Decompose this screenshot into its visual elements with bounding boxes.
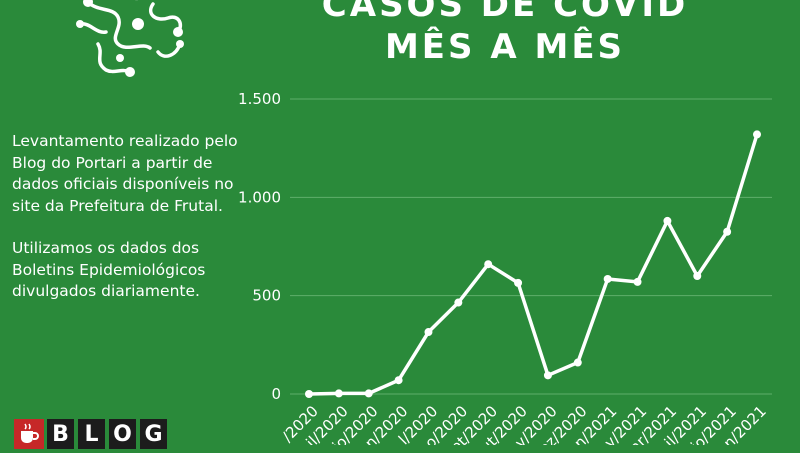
coffee-cup-icon bbox=[14, 419, 44, 449]
y-tick-label: 500 bbox=[252, 287, 281, 305]
y-tick-label: 1.500 bbox=[238, 90, 281, 108]
data-point bbox=[543, 371, 552, 380]
data-point bbox=[603, 274, 612, 283]
data-point bbox=[514, 278, 523, 287]
y-tick-label: 0 bbox=[271, 385, 281, 403]
data-point bbox=[693, 272, 702, 280]
data-point bbox=[484, 260, 493, 269]
data-point bbox=[334, 389, 343, 398]
title-line-1: CASOS DE COVID bbox=[321, 0, 689, 25]
data-point bbox=[364, 389, 373, 398]
logo-letter: G bbox=[140, 419, 167, 449]
virus-icon bbox=[76, 0, 184, 77]
data-point bbox=[663, 216, 672, 225]
data-point bbox=[633, 277, 642, 286]
data-point bbox=[394, 376, 403, 385]
page-title: CASOS DE COVID MÊS A MÊS bbox=[300, 0, 710, 68]
y-tick-label: 1.000 bbox=[238, 188, 281, 206]
data-point bbox=[424, 328, 433, 337]
description-paragraph-2: Utilizamos os dados dos Boletins Epidemi… bbox=[12, 239, 206, 300]
data-point bbox=[454, 298, 463, 307]
logo-letter: B bbox=[47, 419, 74, 449]
data-point bbox=[723, 227, 732, 236]
data-point bbox=[305, 390, 313, 398]
description-paragraph-1: Levantamento realizado pelo Blog do Port… bbox=[12, 132, 238, 215]
logo-letter: L bbox=[78, 419, 105, 449]
title-line-2: MÊS A MÊS bbox=[384, 27, 626, 67]
series-line bbox=[308, 133, 759, 396]
logo-letter: O bbox=[109, 419, 136, 449]
description: Levantamento realizado pelo Blog do Port… bbox=[12, 131, 242, 324]
data-point bbox=[573, 358, 582, 367]
blog-logo: B L O G bbox=[14, 419, 171, 449]
data-point bbox=[753, 130, 761, 139]
